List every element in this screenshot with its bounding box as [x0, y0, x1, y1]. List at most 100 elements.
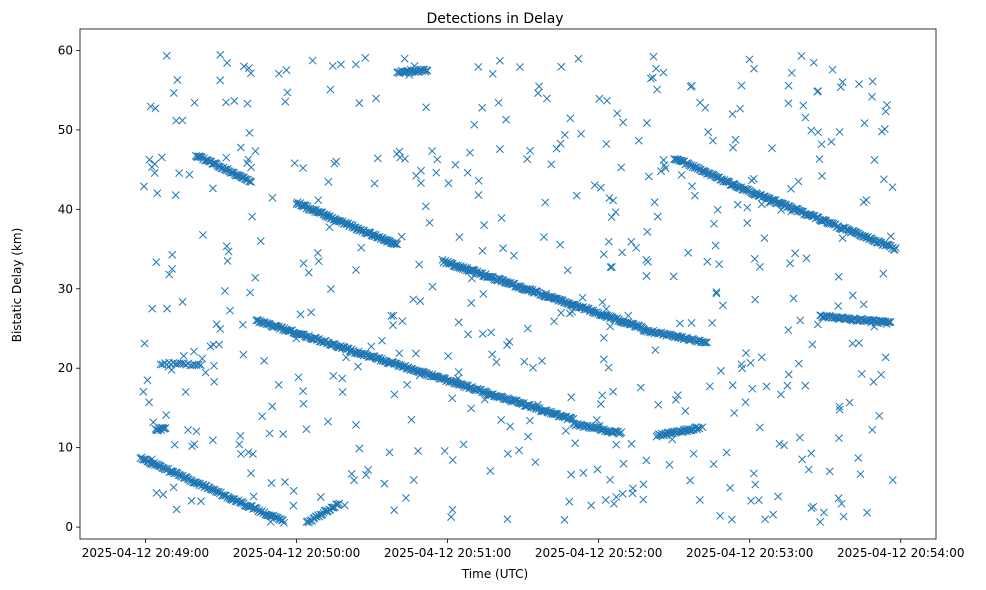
data-point	[390, 390, 399, 399]
data-point	[474, 62, 483, 71]
data-point	[835, 402, 844, 411]
data-point	[428, 282, 437, 291]
data-point	[326, 85, 335, 94]
data-point	[883, 318, 892, 327]
data-point	[152, 488, 161, 497]
data-point	[139, 387, 148, 396]
data-point	[673, 391, 682, 400]
data-point	[352, 421, 360, 429]
data-point	[761, 515, 770, 524]
data-point	[568, 307, 577, 316]
data-point	[169, 483, 178, 492]
x-tick-label: 2025-04-12 20:54:00	[837, 546, 964, 560]
data-point	[145, 155, 154, 164]
data-point	[627, 439, 636, 448]
data-point	[827, 137, 836, 146]
data-point	[556, 139, 565, 148]
data-point	[150, 169, 159, 177]
data-point	[579, 468, 588, 477]
data-point	[251, 273, 260, 282]
data-point	[147, 455, 156, 464]
data-point	[550, 317, 559, 326]
data-point	[713, 205, 722, 214]
data-point	[598, 391, 607, 400]
data-point	[774, 492, 782, 501]
data-point	[220, 286, 229, 295]
data-point	[507, 280, 516, 289]
data-point	[179, 351, 188, 360]
data-point	[354, 362, 362, 371]
data-point	[367, 342, 376, 351]
data-point	[338, 374, 347, 383]
data-point	[222, 242, 231, 251]
data-point	[886, 232, 895, 241]
data-point	[674, 332, 682, 340]
data-point	[299, 399, 308, 408]
data-point	[274, 380, 283, 389]
data-point	[743, 203, 752, 212]
data-point	[612, 493, 621, 501]
data-point	[352, 265, 361, 274]
data-point	[216, 50, 225, 59]
data-point	[299, 387, 307, 396]
data-point	[567, 393, 576, 402]
data-point	[210, 377, 219, 386]
data-point	[385, 448, 394, 457]
data-point	[459, 440, 468, 449]
data-point	[327, 503, 336, 512]
data-point	[695, 495, 704, 504]
data-point	[351, 60, 360, 69]
data-point	[777, 205, 786, 214]
data-point	[749, 469, 758, 478]
data-point	[157, 153, 166, 162]
data-point	[877, 370, 886, 379]
data-point	[881, 353, 890, 362]
data-point	[602, 96, 611, 105]
data-point	[526, 146, 535, 155]
data-point	[628, 489, 637, 498]
data-point	[223, 58, 232, 67]
data-point	[246, 69, 255, 78]
x-tick-label: 2025-04-12 20:52:00	[535, 546, 662, 560]
data-point	[609, 387, 618, 396]
data-point	[466, 148, 474, 157]
data-point	[708, 319, 717, 327]
data-point	[794, 177, 803, 186]
data-point	[342, 353, 351, 362]
data-point	[495, 56, 504, 65]
data-point	[601, 496, 610, 504]
data-point	[172, 116, 181, 125]
data-point	[464, 330, 473, 339]
data-point	[403, 380, 412, 389]
data-point	[583, 421, 592, 430]
data-point	[834, 272, 843, 281]
data-point	[619, 459, 628, 468]
data-point	[825, 467, 834, 476]
data-point	[431, 372, 440, 381]
data-point	[335, 499, 344, 508]
data-point	[454, 374, 462, 383]
data-point	[747, 496, 755, 505]
data-point	[835, 128, 844, 136]
data-point	[552, 144, 561, 153]
data-point	[572, 191, 581, 200]
data-point	[791, 249, 800, 258]
data-point	[256, 237, 265, 246]
data-point	[676, 319, 684, 328]
data-point	[690, 191, 699, 200]
y-tick-label: 60	[58, 43, 73, 57]
data-point	[817, 140, 826, 149]
data-point	[828, 65, 837, 74]
data-point	[696, 98, 705, 107]
data-point	[762, 382, 771, 391]
data-point	[639, 480, 648, 489]
data-point	[495, 145, 504, 154]
chart-title: Detections in Delay	[426, 11, 563, 27]
data-point	[535, 82, 544, 91]
data-point	[650, 198, 659, 207]
data-point	[497, 415, 506, 424]
data-point	[602, 139, 611, 148]
y-axis: 0 10 20 30 40 50 60	[58, 43, 80, 534]
data-point	[750, 64, 758, 73]
data-point	[592, 416, 601, 424]
